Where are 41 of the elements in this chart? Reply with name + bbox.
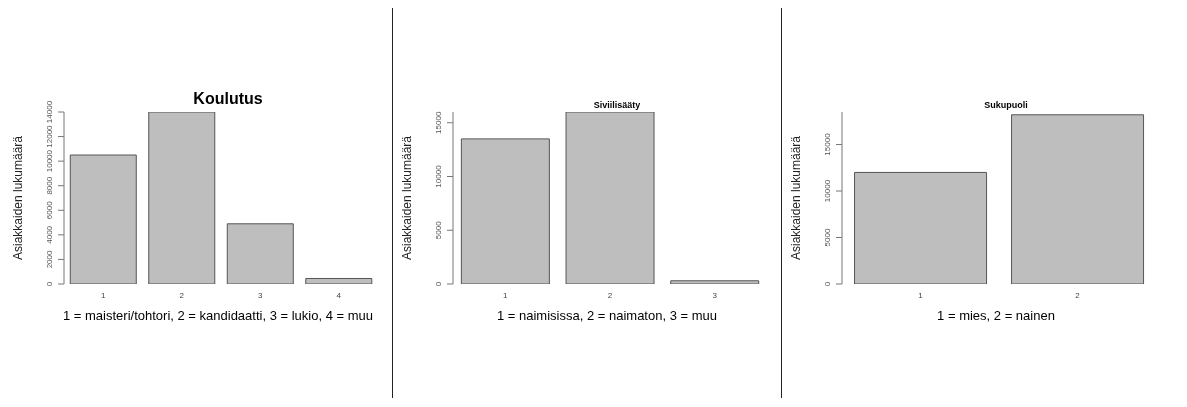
y-tick-label: 10000 [823,179,832,203]
x-tick-label: 3 [258,290,264,300]
x-tick-label: 3 [712,290,718,300]
x-tick-label: 1 [918,290,924,300]
x-tick-label: 2 [1075,290,1081,300]
y-tick-label: 14000 [45,100,54,124]
y-tick-label: 2000 [45,249,54,269]
y-tick-label: 0 [823,281,832,287]
chart-title: Siviilisääty [592,100,642,110]
y-tick-label: 10000 [45,149,54,173]
x-tick-label: 2 [179,290,185,300]
y-tick-label: 0 [45,281,54,287]
x-tick-label: 1 [101,290,107,300]
y-tick-label: 15000 [434,111,443,134]
bar [148,112,216,284]
x-tick-label: 1 [503,290,509,300]
y-axis-title: Asiakkaiden lukumäärä [11,135,26,261]
x-axis-title: 1 = maisteri/tohtori, 2 = kandidaatti, 3 = lukio, 4 = muu [62,308,374,323]
x-tick-label: 2 [607,290,613,300]
y-tick-label: 5000 [434,220,443,240]
bar [226,223,294,284]
y-tick-label: 8000 [45,176,54,195]
bar [670,280,760,284]
y-tick-label: 6000 [45,200,54,220]
bar [460,138,550,284]
chart-title: Koulutus [192,90,264,108]
y-axis-title: Asiakkaiden lukumäärä [789,135,804,261]
y-tick-label: 4000 [45,225,54,244]
y-tick-label: 10000 [434,164,443,188]
y-axis-title: Asiakkaiden lukumäärä [400,135,415,261]
x-axis-title: 1 = mies, 2 = nainen [936,308,1056,323]
y-tick-label: 15000 [823,132,832,156]
y-tick-label: 12000 [45,124,54,148]
x-axis-title: 1 = naimisissa, 2 = naimaton, 3 = muu [495,308,718,323]
bar [69,154,137,284]
bar [305,277,373,284]
bar [565,112,655,284]
y-tick-label: 5000 [823,228,832,247]
y-tick-label: 0 [434,281,443,287]
chart-title: Sukupuoli [983,100,1029,110]
x-tick-label: 4 [336,290,342,300]
